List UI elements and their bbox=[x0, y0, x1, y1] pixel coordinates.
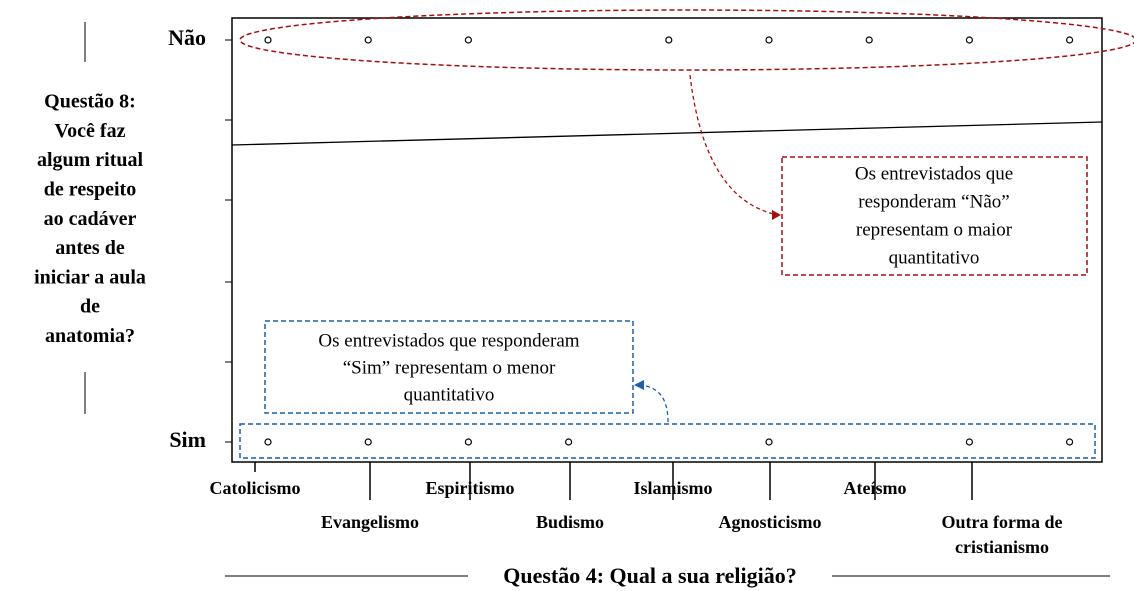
point bbox=[765, 36, 773, 44]
arrow-head bbox=[772, 210, 781, 220]
highlight-box bbox=[239, 423, 1096, 459]
annotation-text: “Sim” representam o menor bbox=[343, 357, 556, 378]
y-axis-title: antes de bbox=[55, 237, 125, 259]
y-axis-title: de bbox=[80, 296, 100, 318]
annotation-box bbox=[264, 320, 634, 414]
x-tick-label: Outra forma de cristianismo bbox=[942, 512, 1063, 557]
point bbox=[364, 438, 372, 446]
point bbox=[665, 36, 673, 44]
point bbox=[264, 438, 272, 446]
point bbox=[1065, 438, 1074, 446]
y-tick-label: Sim bbox=[169, 427, 206, 452]
plot-frame bbox=[231, 17, 1103, 463]
highlight-ellipse bbox=[239, 9, 1134, 71]
x-tick-label: Espiritismo bbox=[425, 478, 514, 498]
annotation-text: Os entrevistados que responderam bbox=[318, 330, 579, 351]
x-tick-label: Evangelismo bbox=[321, 512, 419, 532]
point bbox=[965, 36, 974, 44]
annotation-box bbox=[781, 156, 1088, 276]
y-tick-label: Não bbox=[168, 25, 206, 50]
point bbox=[464, 438, 472, 446]
x-tick-label: Ateísmo bbox=[844, 478, 907, 498]
arrow bbox=[639, 384, 669, 423]
point bbox=[965, 438, 974, 446]
point bbox=[264, 36, 272, 44]
arrow bbox=[689, 74, 779, 216]
x-tick-label: Budismo bbox=[536, 512, 604, 532]
x-tick-label: Catolicismo bbox=[210, 478, 301, 498]
point bbox=[564, 438, 573, 446]
point bbox=[464, 36, 472, 44]
annotation-text: quantitativo bbox=[889, 247, 980, 268]
annotation-text: responderam “Não” bbox=[858, 191, 1009, 212]
annotation-text: representam o maior bbox=[856, 219, 1013, 240]
point bbox=[1065, 36, 1074, 44]
y-axis-title: Você faz bbox=[55, 120, 126, 142]
point bbox=[364, 36, 372, 44]
x-axis-title: Questão 4: Qual a sua religião? bbox=[503, 563, 797, 588]
trend-line bbox=[231, 121, 1103, 146]
y-axis-title: de respeito bbox=[44, 178, 136, 200]
y-axis-title: algum ritual bbox=[37, 149, 144, 171]
point bbox=[865, 36, 873, 44]
y-axis-title: anatomia? bbox=[45, 325, 135, 347]
point bbox=[765, 438, 773, 446]
x-tick-label: Agnosticismo bbox=[719, 512, 822, 532]
x-tick-label: Islamismo bbox=[633, 478, 712, 498]
y-axis-title: Questão 8: bbox=[44, 91, 136, 113]
annotation-text: Os entrevistados que bbox=[855, 163, 1013, 184]
arrow-head bbox=[634, 380, 644, 390]
y-axis-title: ao cadáver bbox=[44, 208, 137, 230]
y-axis-title: iniciar a aula bbox=[34, 266, 146, 288]
annotation-text: quantitativo bbox=[404, 384, 495, 405]
